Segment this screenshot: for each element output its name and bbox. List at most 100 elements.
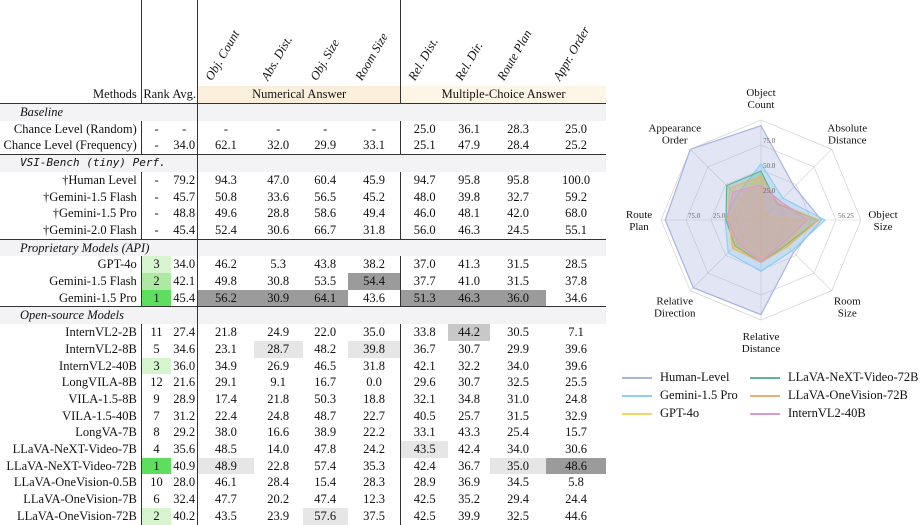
score-cell: 37.7 <box>400 273 449 290</box>
legend-swatch <box>750 413 780 416</box>
score-cell: 21.8 <box>197 324 254 341</box>
score-cell: 48.5 <box>197 441 254 458</box>
table-row: GPT-4o 3 34.0 46.2 5.3 43.8 38.2 37.0 41.3 31.5 28… <box>0 256 606 274</box>
legend-label: Gemini-1.5 Pro <box>660 388 738 402</box>
section-filler <box>197 238 606 257</box>
method-name: GPT-4o <box>97 257 137 272</box>
score-cell: 34.8 <box>458 391 481 406</box>
score-cell: 29.1 <box>197 374 254 391</box>
radar-series-internvl2-40b <box>726 184 809 263</box>
score-cell: 46.5 <box>314 358 337 373</box>
score-cell: 28.3 <box>363 475 385 490</box>
score-cell: 36.1 <box>458 121 481 136</box>
score-cell: 15.4 <box>314 475 337 490</box>
score-cell: 47.8 <box>314 442 337 457</box>
avg-cell: 31.2 <box>173 408 196 423</box>
legend-swatch <box>750 395 780 398</box>
score-cell: 16.6 <box>267 425 290 440</box>
method-name: VILA-1.5-8B <box>68 391 137 406</box>
score-cell: 36.0 <box>490 289 547 307</box>
avg-cell: 40.9 <box>173 458 196 473</box>
rank-cell: 2 <box>140 273 172 290</box>
score-cell: 56.2 <box>197 289 254 307</box>
task-header: Rel. Dist. <box>400 0 449 86</box>
rank-cell: 2 <box>140 507 172 525</box>
score-cell: 24.8 <box>267 408 290 423</box>
legend-swatch <box>750 377 780 380</box>
score-cell: 30.6 <box>565 442 587 457</box>
rank-cell: 4 <box>140 441 172 458</box>
score-cell: 53.5 <box>314 274 337 289</box>
method-name: †Gemini-2.0 Flash <box>43 222 137 237</box>
score-cell: 28.7 <box>253 340 303 358</box>
score-cell: 45.2 <box>363 189 385 204</box>
score-cell: 25.5 <box>565 375 587 390</box>
score-cell: 39.6 <box>565 358 587 373</box>
avg-cell: 45.4 <box>173 290 196 305</box>
legend-swatch <box>622 395 652 398</box>
table-row: †Gemini-1.5 Pro -48.8 49.6 28.8 58.6 49.4 46.0… <box>0 205 606 222</box>
avg-cell: 79.2 <box>173 172 196 187</box>
score-cell: 44.2 <box>448 324 491 341</box>
score-cell: 95.8 <box>507 172 529 187</box>
score-cell: 29.9 <box>314 138 337 153</box>
score-cell: 55.1 <box>565 222 587 237</box>
score-cell: 25.1 <box>400 137 449 155</box>
score-cell: 31.5 <box>507 408 529 423</box>
numerical-answer-header: Numerical Answer <box>197 86 401 104</box>
task-header-label: Obj. Count <box>202 28 243 84</box>
score-cell: 39.8 <box>347 340 401 358</box>
score-cell: 35.0 <box>490 457 547 475</box>
radar-axis-label: Relative Distance <box>742 331 781 355</box>
score-cell: 95.8 <box>458 172 481 187</box>
table-row: Chance Level (Random) - - - - - -25.0 36.1 28.3 2… <box>0 120 606 138</box>
score-cell: 25.0 <box>565 121 587 136</box>
score-cell: 41.3 <box>458 257 481 272</box>
radar-axis-label: Route Plan <box>626 209 652 233</box>
task-header-label: Obj. Size <box>307 37 342 84</box>
rank-header: Rank <box>140 86 172 104</box>
radar-series-gpt-4o <box>728 172 806 258</box>
score-cell: 34.0 <box>507 442 529 457</box>
score-cell: 48.1 <box>458 206 481 221</box>
method-name: LLaVA-NeXT-Video-72B <box>6 458 137 473</box>
score-cell: 25.4 <box>507 425 529 440</box>
legend-item: Gemini-1.5 Pro <box>622 388 738 403</box>
rank-cell: 12 <box>140 374 172 391</box>
score-cell: 31.5 <box>507 274 529 289</box>
score-cell: 21.8 <box>267 391 290 406</box>
avg-cell: 34.0 <box>173 257 196 272</box>
multiple-choice-header: Multiple-Choice Answer <box>400 86 606 104</box>
score-cell: 31.0 <box>507 391 529 406</box>
task-header-label: Appr. Order <box>550 24 593 84</box>
score-cell: 47.0 <box>267 172 290 187</box>
score-cell: 28.4 <box>507 138 529 153</box>
rank-cell: - <box>140 221 172 240</box>
score-cell: 38.0 <box>197 424 254 442</box>
avg-cell: 42.1 <box>173 274 196 289</box>
section-filler <box>197 102 606 121</box>
rank-cell: - <box>140 137 172 155</box>
score-cell: 37.5 <box>363 508 385 523</box>
score-cell: 57.4 <box>314 458 337 473</box>
score-cell: 46.0 <box>400 205 449 222</box>
table-row: InternVL2-8B 5 34.6 23.1 28.7 48.2 39.8 36.7 30.… <box>0 340 606 358</box>
score-cell: 54.4 <box>347 273 401 290</box>
score-cell: 50.8 <box>197 188 254 206</box>
score-cell: 57.6 <box>302 507 348 525</box>
radar-series-human-level <box>664 124 823 316</box>
avg-cell: 21.6 <box>173 375 196 390</box>
methods-header: Methods <box>93 87 137 102</box>
avg-cell: - <box>182 121 187 136</box>
task-header-label: Room Size <box>352 30 391 84</box>
score-cell: 34.6 <box>565 290 587 305</box>
radar-axis-line <box>760 149 832 221</box>
score-cell: 42.5 <box>400 507 449 525</box>
method-name: †Gemini-1.5 Pro <box>52 206 137 221</box>
table-row: LLaVA-NeXT-Video-7B 4 35.6 48.5 14.0 47.8 24.2… <box>0 441 606 458</box>
score-cell: 48.6 <box>546 457 606 475</box>
method-name: InternVL2-2B <box>65 325 137 340</box>
score-cell: - <box>323 121 328 136</box>
score-cell: 50.3 <box>314 391 337 406</box>
score-cell: 45.9 <box>363 172 385 187</box>
